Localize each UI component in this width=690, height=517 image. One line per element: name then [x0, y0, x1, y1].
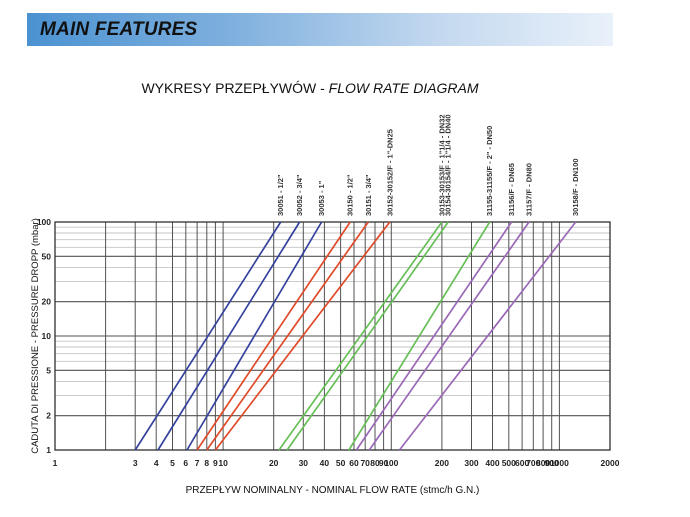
x-tick-label: 300 — [464, 458, 478, 468]
chart-title-italic: FLOW RATE DIAGRAM — [328, 80, 479, 96]
x-tick-label: 100 — [384, 458, 398, 468]
y-tick-label: 20 — [42, 297, 52, 307]
x-tick-label: 200 — [435, 458, 449, 468]
series-label: 30154-30154/F - 1"1/4 - DN40 — [444, 114, 453, 216]
x-tick-label: 7 — [195, 458, 200, 468]
x-tick-label: 80 — [370, 458, 380, 468]
chart-title-plain: WYKRESY PRZEPŁYWÓW - — [141, 80, 329, 96]
x-tick-label: 2000 — [601, 458, 620, 468]
series-label: 31157/F - DN80 — [525, 163, 534, 216]
x-tick-label: 60 — [349, 458, 359, 468]
x-tick-label: 1000 — [550, 458, 569, 468]
y-tick-label: 100 — [37, 217, 51, 227]
x-tick-label: 8 — [204, 458, 209, 468]
series-line — [278, 221, 443, 451]
x-tick-label: 70 — [360, 458, 370, 468]
x-tick-label: 40 — [320, 458, 330, 468]
series-label: 30052 - 3/4" — [295, 174, 304, 216]
y-tick-label: 10 — [42, 331, 52, 341]
y-tick-label: 50 — [42, 251, 52, 261]
x-tick-label: 30 — [299, 458, 309, 468]
series-line — [186, 221, 323, 451]
series-line — [368, 221, 530, 451]
series-line — [134, 221, 282, 451]
x-tick-label: 6 — [183, 458, 188, 468]
x-tick-label: 600 — [515, 458, 529, 468]
section-header-bar: MAIN FEATURES — [27, 13, 613, 46]
y-tick-label: 5 — [46, 365, 51, 375]
series-label: 30151 - 3/4" — [364, 174, 373, 216]
series-line — [206, 221, 369, 451]
y-tick-label: 2 — [46, 411, 51, 421]
x-tick-label: 900 — [545, 458, 559, 468]
y-axis-title: CADUTA DI PRESSIONE - PRESSURE DROPP (mb… — [30, 218, 41, 454]
series-label: 30053 - 1" — [317, 180, 326, 216]
chart-title: WYKRESY PRZEPŁYWÓW - FLOW RATE DIAGRAM — [0, 80, 620, 96]
y-tick-label: 1 — [46, 445, 51, 455]
series-label: 30158/F - DN100 — [571, 158, 580, 216]
x-tick-label: 4 — [154, 458, 159, 468]
x-tick-label: 3 — [133, 458, 138, 468]
x-tick-label: 700 — [526, 458, 540, 468]
x-tick-label: 90 — [379, 458, 389, 468]
series-line — [398, 221, 577, 451]
series-line — [157, 221, 301, 451]
section-title: MAIN FEATURES — [40, 18, 198, 40]
x-tick-label: 500 — [502, 458, 516, 468]
x-tick-label: 9 — [213, 458, 218, 468]
series-line — [286, 221, 449, 451]
series-label: 30152-30152/F - 1"-DN25 — [385, 129, 394, 216]
x-axis-title: PRZEPŁYW NOMINALNY - NOMINAL FLOW RATE (… — [186, 485, 480, 496]
series-line — [355, 221, 513, 451]
series-label: 30150 - 1/2" — [346, 174, 355, 216]
x-tick-label: 1 — [53, 458, 58, 468]
x-tick-label: 10 — [218, 458, 228, 468]
series-label: 31156/F - DN65 — [507, 163, 516, 216]
series-line — [214, 221, 391, 451]
x-tick-label: 5 — [170, 458, 175, 468]
plot-border — [54, 221, 611, 451]
x-tick-label: 50 — [336, 458, 346, 468]
series-label: 31155-31155/F - 2" - DN50 — [485, 126, 494, 216]
x-tick-label: 400 — [485, 458, 499, 468]
series-line — [196, 221, 351, 451]
series-line — [348, 221, 491, 451]
x-tick-label: 20 — [269, 458, 279, 468]
x-tick-label: 800 — [536, 458, 550, 468]
series-label: 30153-30153/F - 1"1/4 - DN32 — [437, 114, 446, 216]
series-label: 30051 - 1/2" — [276, 174, 285, 216]
